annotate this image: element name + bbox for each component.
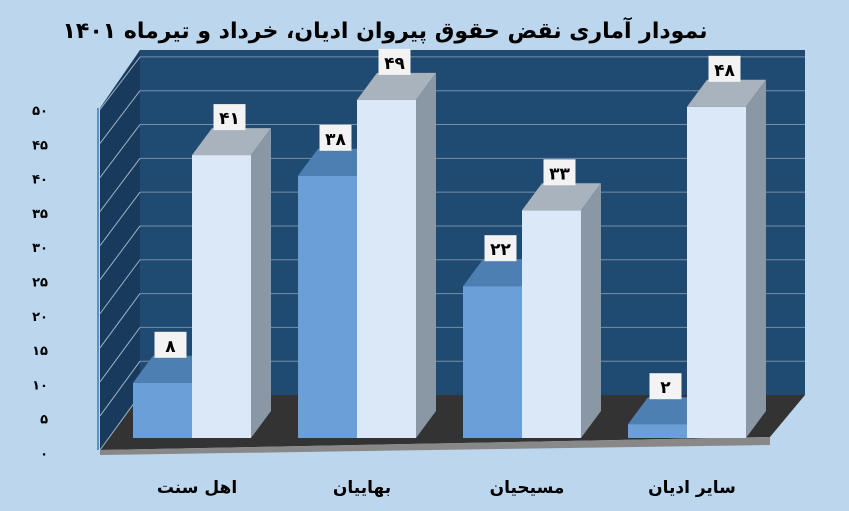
y-tick-label: ۰ [40,447,48,462]
side-gridline [99,360,141,417]
side-wall [100,50,140,450]
bar-group: ۴۹ [357,48,436,439]
bar [298,175,357,439]
bar-top [357,72,436,100]
data-label-box [543,159,576,186]
side-gridline [99,327,141,383]
floor-edge [100,437,770,455]
bar [463,286,522,438]
y-tick-label: ۱۰ [32,378,48,393]
side-gridline [99,124,141,178]
y-tick-label: ۲۵ [32,276,48,291]
data-label: ۴۹ [384,54,405,74]
side-gridline [99,225,141,280]
data-label-box [708,55,741,82]
bar [133,382,192,438]
bar [522,210,581,438]
y-tick-label: ۵۰ [32,104,48,119]
data-label-box [378,48,411,75]
y-tick-label: ۴۵ [32,138,48,153]
bar [192,155,251,438]
bar [357,99,416,439]
bar-side [746,79,766,439]
y-tick-label: ۳۵ [32,207,48,222]
data-label: ۴۸ [714,61,735,81]
bar [687,106,746,439]
y-tick-label: ۴۰ [32,173,48,188]
data-label: ۳۸ [325,130,346,150]
data-label-box [649,373,682,400]
y-tick-label: ۳۰ [32,241,48,256]
data-label-box [213,104,246,131]
bar-top [522,183,601,211]
x-tick-label: سایر ادیان [648,478,736,498]
side-gridline [99,293,141,349]
bar-side [416,72,436,439]
data-label: ۳۳ [549,164,570,184]
bar-group: ۳۳ [522,159,601,438]
side-gridline [99,191,141,246]
data-label: ۴۱ [219,109,240,129]
data-label-box [484,235,517,262]
bar-side [251,128,271,438]
chart-title: نمودار آماری نقض حقوق پیروان ادیان، خردا… [62,16,707,44]
data-label-box [319,124,352,151]
bar-side [581,183,601,438]
data-label-box [154,331,187,358]
bar-top [192,128,271,156]
side-gridline [99,90,141,144]
bar [628,424,687,438]
x-tick-label: بهاییان [333,478,391,498]
side-gridline [99,56,141,110]
data-label: ۸ [165,337,176,357]
x-tick-label: اهل سنت [157,478,237,498]
y-tick-label: ۵ [40,413,48,428]
bar-group: ۴۱ [192,104,271,438]
side-gridline [99,158,141,212]
bar-group: ۴۸ [687,55,766,439]
x-tick-label: مسیحیان [490,478,565,498]
y-tick-label: ۱۵ [32,344,48,359]
bar-top [687,79,766,107]
side-gridline [99,259,141,315]
data-label: ۲۲ [490,240,511,260]
data-label: ۲ [660,378,671,398]
y-tick-label: ۲۰ [32,310,48,325]
